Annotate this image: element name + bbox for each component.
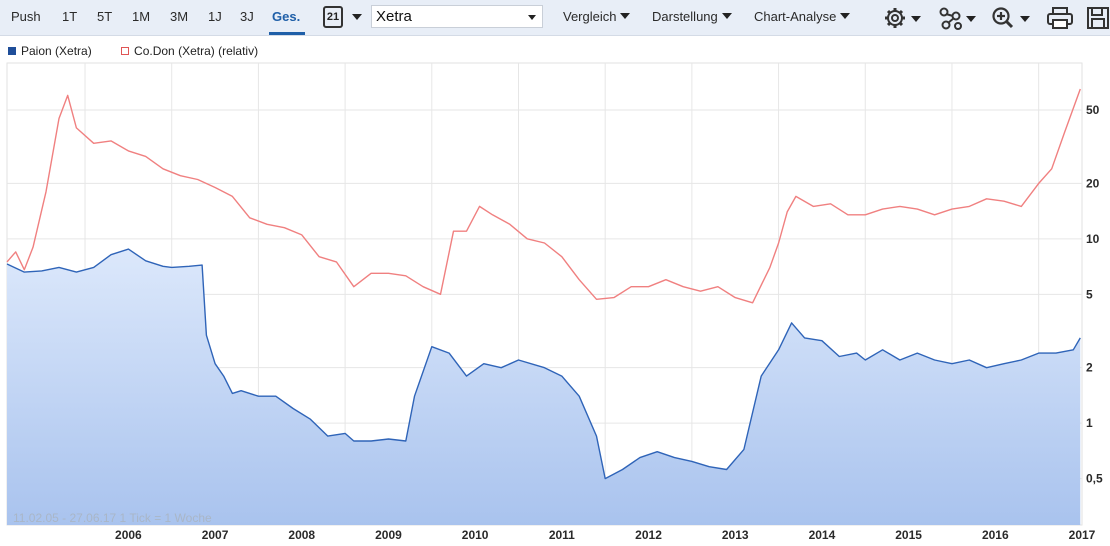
exchange-select[interactable]: Xetra xyxy=(371,5,543,28)
y-tick-label: 5 xyxy=(1086,287,1093,301)
range-1m-button[interactable]: 1M xyxy=(132,9,151,24)
range-1j-button[interactable]: 1J xyxy=(208,9,222,24)
zoom-icon[interactable] xyxy=(991,6,1033,30)
chart-analyse-menu[interactable]: Chart-Analyse xyxy=(754,9,851,25)
chevron-down-icon xyxy=(528,15,536,20)
vergleich-menu[interactable]: Vergleich xyxy=(563,9,631,25)
chevron-down-icon xyxy=(721,13,732,19)
legend-item-codon[interactable]: Co.Don (Xetra) (relativ) xyxy=(121,44,258,58)
series-area-0 xyxy=(7,249,1081,525)
darstellung-menu[interactable]: Darstellung xyxy=(652,9,732,25)
x-tick-label: 2009 xyxy=(375,528,402,542)
x-tick-label: 2010 xyxy=(462,528,489,542)
range-3m-button[interactable]: 3M xyxy=(170,9,189,24)
chevron-down-icon xyxy=(840,13,851,19)
exchange-select-value: Xetra xyxy=(376,8,412,25)
x-tick-label: 2007 xyxy=(202,528,229,542)
x-tick-label: 2011 xyxy=(549,528,575,542)
range-push-button[interactable]: Push xyxy=(11,9,41,24)
x-tick-label: 2012 xyxy=(635,528,662,542)
y-tick-label: 0,5 xyxy=(1086,472,1103,486)
chevron-down-icon xyxy=(620,13,631,19)
calendar-dropdown-caret[interactable] xyxy=(352,14,362,20)
x-tick-label: 2014 xyxy=(809,528,836,542)
legend-label-codon: Co.Don (Xetra) (relativ) xyxy=(134,44,259,58)
x-tick-label: 2015 xyxy=(895,528,922,542)
x-axis-ticks: 2006 2007 2008 2009 2010 2011 2012 2013 2014 2015… xyxy=(115,528,1096,542)
save-icon[interactable] xyxy=(1086,6,1110,30)
legend-item-paion[interactable]: Paion (Xetra) xyxy=(8,44,92,58)
range-3j-button[interactable]: 3J xyxy=(240,9,254,24)
series-line-0 xyxy=(6,248,1081,480)
y-tick-label: 10 xyxy=(1086,232,1100,246)
x-tick-label: 2013 xyxy=(722,528,749,542)
chart-analyse-label: Chart-Analyse xyxy=(754,9,837,24)
calendar-icon[interactable]: 21 xyxy=(323,6,343,28)
chart-footnote: 11.02.05 - 27.06.17 1 Tick = 1 Woche xyxy=(13,511,212,525)
settings-icon[interactable] xyxy=(883,6,923,30)
vergleich-label: Vergleich xyxy=(563,9,617,24)
y-axis-ticks: 0,5 1 2 5 10 20 50 xyxy=(1086,103,1103,486)
x-tick-label: 2008 xyxy=(288,528,315,542)
darstellung-label: Darstellung xyxy=(652,9,718,24)
chart-toolbar: Push 1T 5T 1M 3M 1J 3J Ges. 21 Xetra Ver… xyxy=(0,0,1110,36)
range-1t-button[interactable]: 1T xyxy=(62,9,78,24)
series-line-1 xyxy=(6,88,1081,304)
legend-label-paion: Paion (Xetra) xyxy=(21,44,92,58)
y-tick-label: 20 xyxy=(1086,176,1100,190)
legend-swatch-paion xyxy=(8,47,16,55)
indicators-icon[interactable] xyxy=(938,6,978,30)
print-icon[interactable] xyxy=(1046,6,1074,30)
range-5t-button[interactable]: 5T xyxy=(97,9,113,24)
x-tick-label: 2016 xyxy=(982,528,1009,542)
legend-swatch-codon xyxy=(121,47,130,55)
x-tick-label: 2017 xyxy=(1069,528,1096,542)
y-tick-label: 50 xyxy=(1086,103,1100,117)
range-ges-button[interactable]: Ges. xyxy=(272,9,301,24)
chart-series xyxy=(6,88,1081,525)
active-range-indicator xyxy=(269,32,305,35)
y-tick-label: 1 xyxy=(1086,416,1093,430)
x-tick-label: 2006 xyxy=(115,528,142,542)
y-tick-label: 2 xyxy=(1086,361,1093,375)
chart-legend: Paion (Xetra) Co.Don (Xetra) (relativ) xyxy=(8,44,284,58)
